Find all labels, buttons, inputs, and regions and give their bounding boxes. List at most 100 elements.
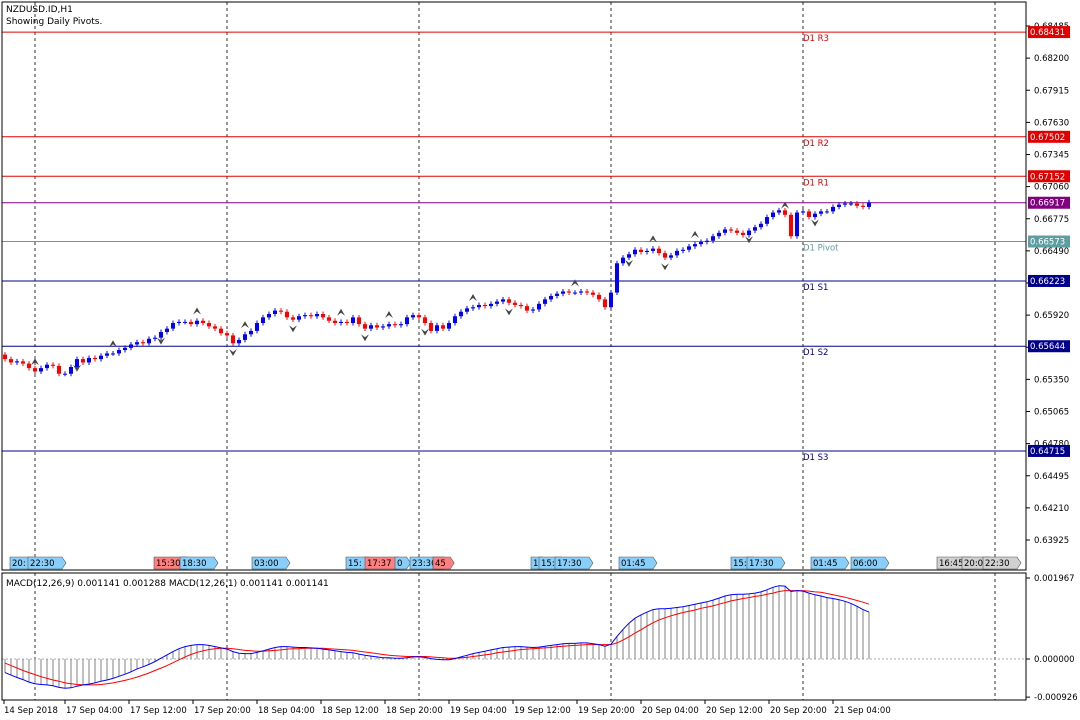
macd-legend: MACD(12,26,9) 0.001141 0.001288 MACD(12,…: [6, 579, 329, 589]
calendar-event-time: 15:: [541, 559, 555, 569]
candle-body: [429, 323, 433, 331]
price-level-box-label: 0.65644: [1030, 342, 1065, 352]
candle-body: [867, 202, 871, 207]
calendar-event-badge[interactable]: [394, 556, 411, 570]
fractal-down-marker: [229, 348, 237, 356]
candle-body: [249, 330, 253, 335]
calendar-event-time: 15:30: [156, 559, 181, 569]
fractal-up-marker: [469, 294, 477, 302]
calendar-event-badge[interactable]: [810, 556, 850, 570]
candle-body: [861, 205, 865, 207]
candle-body: [291, 317, 295, 320]
candle-body: [771, 212, 775, 218]
price-axis-tick-label: 0.63925: [1034, 536, 1069, 546]
candle-body: [615, 263, 619, 293]
candle-body: [849, 203, 853, 205]
calendar-event-time: 15:: [348, 559, 362, 569]
candle-body: [777, 210, 781, 213]
macd-signal-line: [4, 590, 870, 686]
candle-body: [759, 223, 763, 228]
pivot-subtitle: Showing Daily Pivots.: [6, 17, 102, 27]
candle-body: [9, 359, 13, 363]
fractal-down-marker: [505, 308, 513, 316]
price-axis-tick-label: 0.64495: [1034, 472, 1069, 482]
candle-body: [315, 313, 319, 317]
calendar-event-badge[interactable]: [982, 556, 1022, 570]
calendar-event-badge[interactable]: [179, 556, 219, 570]
candle-body: [57, 365, 61, 374]
calendar-event-time: 0: [397, 559, 402, 569]
price-level-box-label: 0.67152: [1030, 172, 1065, 182]
candle-body: [207, 323, 211, 327]
calendar-event-badge[interactable]: [746, 556, 786, 570]
candle-body: [159, 332, 163, 338]
candle-body: [519, 304, 523, 307]
price-panel[interactable]: D1 R3 D1 R2 D1 R1 D1 Pivot D1 S1 D1 S2 D1 S3 20…: [2, 2, 1026, 570]
price-level-box: [1028, 340, 1070, 353]
candle-body: [321, 313, 325, 318]
pivot-level-label: D1 S1: [803, 283, 828, 293]
candle-body: [225, 333, 229, 336]
macd-axis-tick-label: -0.000926: [1034, 693, 1078, 703]
macd-panel[interactable]: [2, 573, 1026, 700]
price-axis-tick-label: 0.64210: [1034, 504, 1069, 514]
calendar-event-time: 17:37: [367, 559, 392, 569]
calendar-event-badge[interactable]: [27, 556, 67, 570]
fractal-down-marker: [73, 364, 81, 372]
fractal-up-marker: [649, 235, 657, 243]
pivot-level-label: D1 R1: [803, 178, 829, 188]
macd-main-line: [4, 585, 870, 689]
candle-body: [645, 250, 649, 253]
price-axis-tick-label: 0.66490: [1034, 247, 1069, 257]
calendar-event-time: 23:30: [412, 559, 437, 569]
candle-body: [297, 316, 301, 320]
candle-body: [681, 249, 685, 251]
candle-body: [531, 309, 535, 311]
candle-body: [555, 293, 559, 296]
calendar-event-badge[interactable]: [618, 556, 658, 570]
candle-body: [489, 303, 493, 307]
candle-body: [447, 323, 451, 329]
calendar-event-badge[interactable]: [251, 556, 291, 570]
calendar-event-time: 20:: [12, 559, 26, 569]
candle-body: [837, 204, 841, 207]
candle-body: [687, 246, 691, 250]
candle-body: [183, 321, 187, 323]
candle-body: [705, 240, 709, 242]
candle-body: [825, 211, 829, 213]
fractal-down-marker: [625, 259, 633, 267]
candle-body: [345, 321, 349, 324]
candle-body: [495, 301, 499, 304]
pivot-level-label: D1 Pivot: [803, 244, 839, 254]
candle-body: [501, 299, 505, 302]
price-axis-tick-label: 0.68200: [1034, 54, 1069, 64]
candle-body: [807, 211, 811, 218]
fractal-down-marker: [157, 337, 165, 345]
calendar-event-time: 06:00: [853, 559, 878, 569]
calendar-event-badge[interactable]: [432, 556, 455, 570]
pivot-level-label: D1 S3: [803, 453, 828, 463]
price-axis-tick-label: 0.65920: [1034, 311, 1069, 321]
candle-body: [273, 310, 277, 314]
candle-body: [693, 244, 697, 247]
candle-body: [675, 250, 679, 256]
candle-body: [105, 353, 109, 356]
candle-body: [465, 308, 469, 312]
candle-body: [213, 326, 217, 329]
candle-body: [303, 315, 307, 317]
calendar-event-badge[interactable]: [850, 556, 890, 570]
macd-axis-tick-label: 0.000000: [1034, 655, 1075, 665]
candle-body: [699, 241, 703, 245]
candle-body: [87, 357, 91, 363]
candle-body: [819, 211, 823, 214]
calendar-event-badge[interactable]: [554, 556, 594, 570]
candle-body: [573, 292, 577, 294]
candle-body: [279, 310, 283, 312]
candle-body: [843, 203, 847, 205]
time-axis-label: 14 Sep 2018: [4, 706, 58, 716]
fractal-down-marker: [361, 334, 369, 342]
candle-body: [459, 311, 463, 317]
time-axis-label: 17 Sep 20:00: [194, 706, 251, 716]
candle-body: [585, 291, 589, 293]
